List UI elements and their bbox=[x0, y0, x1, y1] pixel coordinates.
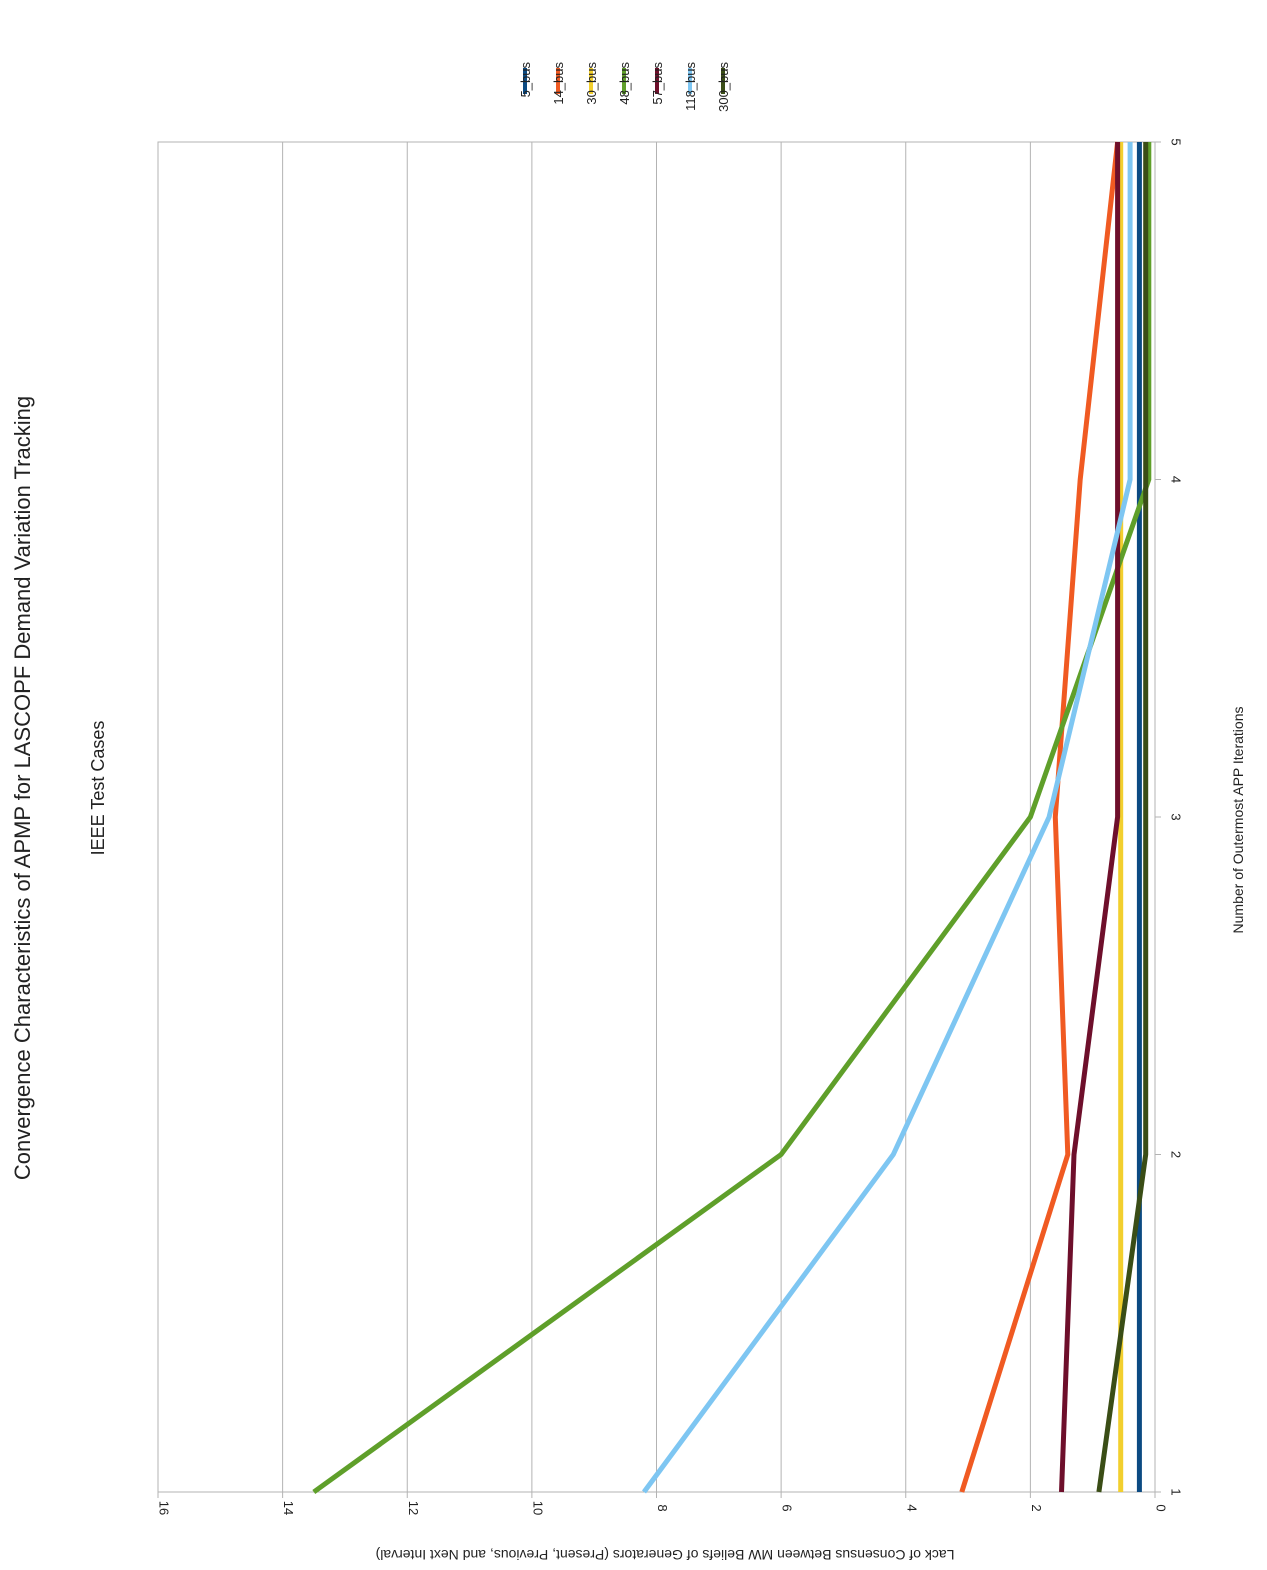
chart-title: Convergence Characteristics of APMP for … bbox=[10, 396, 35, 1180]
y-tick-label: 16 bbox=[157, 1501, 172, 1515]
grid bbox=[157, 141, 1161, 1498]
legend-label-57-bus: 57_bus bbox=[650, 62, 665, 105]
series-lines bbox=[312, 141, 1152, 1495]
legend: 5_bus 14_bus 30_bus 48_bus 57_bus 118_bus 300_… bbox=[518, 62, 731, 112]
x-tick-label: 5 bbox=[1169, 138, 1184, 145]
y-tick-label: 2 bbox=[1029, 1504, 1044, 1511]
legend-label-118-bus: 118_bus bbox=[683, 62, 698, 111]
x-tick-label: 3 bbox=[1169, 813, 1184, 820]
y-tick-label: 0 bbox=[1154, 1504, 1169, 1511]
y-axis-title: Lack of Consensus Between MW Beliefs of … bbox=[376, 1547, 955, 1563]
legend-label-30-bus: 30_bus bbox=[584, 62, 599, 105]
legend-label-14-bus: 14_bus bbox=[551, 62, 566, 105]
series-line-48-bus bbox=[312, 142, 1152, 1495]
series-line-118-bus bbox=[641, 142, 1133, 1494]
y-tick-label: 14 bbox=[281, 1501, 296, 1515]
y-tick-label: 6 bbox=[780, 1504, 795, 1511]
y-tick-label: 8 bbox=[655, 1504, 670, 1511]
legend-label-48-bus: 48_bus bbox=[617, 62, 632, 105]
x-tick-label: 1 bbox=[1169, 1488, 1184, 1495]
legend-label-300-bus: 300_bus bbox=[716, 62, 731, 112]
y-tick-label: 4 bbox=[904, 1504, 919, 1511]
series-line-14-bus bbox=[959, 141, 1121, 1493]
x-tick-label: 4 bbox=[1169, 476, 1184, 483]
chart-subtitle: IEEE Test Cases bbox=[88, 721, 108, 856]
legend-label-5-bus: 5_bus bbox=[518, 62, 533, 98]
y-tick-label: 10 bbox=[530, 1501, 545, 1515]
series-line-300-bus bbox=[1096, 142, 1149, 1493]
series-line-57-bus bbox=[1059, 142, 1121, 1493]
x-tick-label: 2 bbox=[1169, 1151, 1184, 1158]
x-axis-title: Number of Outermost APP Iterations bbox=[1230, 707, 1246, 934]
y-tick-label: 12 bbox=[406, 1501, 421, 1515]
